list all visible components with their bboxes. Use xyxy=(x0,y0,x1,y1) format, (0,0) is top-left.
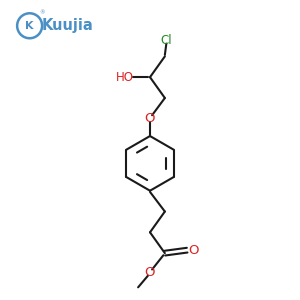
Text: K: K xyxy=(26,21,34,31)
Text: HO: HO xyxy=(116,71,134,84)
Text: Cl: Cl xyxy=(160,34,172,46)
Text: Kuujia: Kuujia xyxy=(41,18,93,33)
Text: O: O xyxy=(188,244,199,257)
Text: O: O xyxy=(145,112,155,125)
Text: ®: ® xyxy=(39,11,45,16)
Text: O: O xyxy=(145,266,155,279)
